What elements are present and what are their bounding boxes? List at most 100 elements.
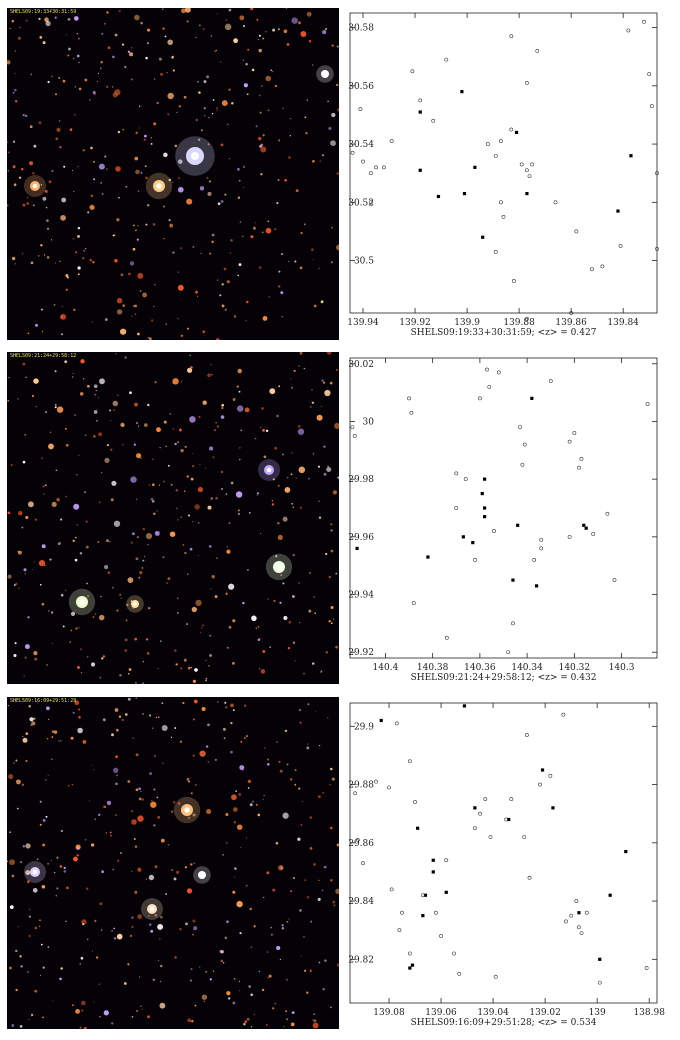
sky-source xyxy=(137,332,140,336)
sky-source xyxy=(257,625,260,628)
sky-source xyxy=(261,85,263,87)
sky-source xyxy=(152,978,155,981)
sky-source xyxy=(304,116,307,119)
sky-source xyxy=(149,714,152,717)
sky-source xyxy=(128,668,132,671)
sky-source xyxy=(170,483,173,486)
sky-source xyxy=(233,38,239,44)
sky-source xyxy=(131,819,137,825)
sky-source xyxy=(311,401,315,404)
galaxy-point-other xyxy=(454,471,459,476)
sky-source xyxy=(292,641,296,644)
sky-source xyxy=(71,1004,74,1006)
sky-source xyxy=(178,159,183,164)
sky-source xyxy=(14,88,17,92)
sky-source xyxy=(83,249,86,252)
sky-source xyxy=(98,983,100,985)
sky-source xyxy=(331,777,335,781)
sky-source xyxy=(335,645,338,649)
sky-source xyxy=(112,587,114,589)
sky-source xyxy=(100,182,103,184)
sky-source xyxy=(56,497,60,502)
sky-source xyxy=(75,251,78,254)
sky-source xyxy=(67,18,71,21)
sky-source xyxy=(336,45,339,48)
sky-source xyxy=(17,398,19,400)
sky-source xyxy=(104,806,107,808)
sky-source xyxy=(8,774,14,780)
sky-source xyxy=(168,178,172,182)
sky-source xyxy=(14,73,16,75)
sky-image-3: SHELS09:16:09+29:51:28 xyxy=(7,697,339,1029)
sky-source xyxy=(60,829,63,833)
sky-source xyxy=(153,754,157,758)
sky-source xyxy=(100,61,103,64)
sky-source xyxy=(303,672,305,675)
sky-source xyxy=(194,1004,197,1007)
sky-source xyxy=(138,425,140,427)
sky-image-1: SHELS09:19:33+30:31:59 xyxy=(7,8,339,340)
sky-source xyxy=(87,211,90,214)
sky-source xyxy=(216,425,219,428)
sky-source xyxy=(306,746,310,750)
galaxy-point-other xyxy=(350,150,355,155)
sky-source xyxy=(281,924,284,927)
sky-source xyxy=(103,22,106,25)
galaxy-point-other xyxy=(504,817,509,822)
sky-source xyxy=(298,21,301,25)
sky-source xyxy=(203,107,206,110)
sky-source xyxy=(208,116,210,119)
sky-source xyxy=(66,886,69,890)
sky-source xyxy=(15,582,18,586)
sky-source xyxy=(215,422,217,424)
sky-source xyxy=(113,767,119,773)
sky-source xyxy=(226,646,229,649)
sky-source xyxy=(295,189,299,192)
sky-source xyxy=(330,549,334,553)
sky-source xyxy=(100,471,103,474)
sky-source xyxy=(45,206,48,209)
sky-source xyxy=(310,406,312,408)
galaxy-point-other xyxy=(397,928,402,933)
sky-source xyxy=(101,193,104,195)
sky-source xyxy=(189,416,196,423)
sky-source xyxy=(235,790,238,792)
sky-source xyxy=(177,597,179,600)
sky-source xyxy=(180,334,184,338)
sky-source xyxy=(225,493,228,495)
sky-source xyxy=(144,165,147,168)
sky-source xyxy=(47,774,49,776)
sky-source xyxy=(280,574,283,577)
galaxy-point-member xyxy=(483,506,487,510)
sky-source xyxy=(271,70,274,73)
sky-image-2: SHELS09:21:24+29:58:12 xyxy=(7,352,339,684)
sky-source xyxy=(80,359,85,364)
sky-source xyxy=(150,799,153,802)
sky-source xyxy=(119,328,127,335)
sky-source xyxy=(87,656,89,658)
sky-source xyxy=(58,76,61,79)
sky-source xyxy=(182,543,185,546)
galaxy-point-other xyxy=(553,200,558,205)
sky-source xyxy=(46,256,50,259)
sky-source xyxy=(85,520,88,523)
sky-source xyxy=(203,114,206,117)
sky-source xyxy=(55,93,57,96)
galaxy-point-member xyxy=(483,477,487,481)
sky-source xyxy=(170,810,174,813)
sky-source xyxy=(25,516,29,519)
sky-source xyxy=(142,559,145,562)
sky-source xyxy=(313,596,315,598)
sky-source xyxy=(278,385,281,388)
sky-source xyxy=(330,529,333,532)
sky-source xyxy=(325,651,328,654)
sky-source xyxy=(313,863,316,866)
sky-source xyxy=(199,750,206,757)
sky-source xyxy=(96,408,98,410)
sky-source xyxy=(299,352,303,355)
sky-source xyxy=(88,800,91,802)
sky-source xyxy=(209,252,212,255)
scatter-plot-2: 140.4 140.38 140.36 140.34 140.32 140.3 29.92 2… xyxy=(344,355,680,695)
sky-source xyxy=(109,831,112,834)
sky-source xyxy=(214,758,217,761)
